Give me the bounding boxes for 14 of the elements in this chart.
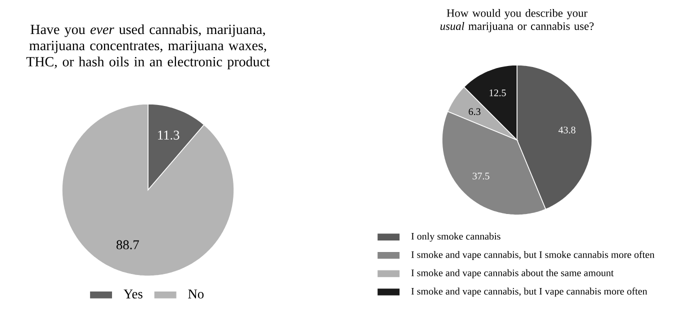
data-label: 6.3 [468,108,480,116]
data-label: 43.8 [558,126,576,134]
data-label: 11.3 [158,130,180,140]
data-label: 37.5 [472,172,490,180]
chart-title: Have you ever used cannabis, marijuana, marijuana concentrates, marijuana waxes, THC, or hash oils in an electronic product [26,24,270,70]
data-label: 88.7 [116,240,139,250]
chart-title: How would you describe your usual marijuana or cannabis use? [440,8,594,32]
legend-label: No [188,290,204,298]
legend-label: I only smoke cannabis [411,232,500,242]
data-label: 12.5 [490,90,506,96]
legend-label: Yes [124,290,142,298]
legend-label: I smoke and vape cannabis about the same amount [411,269,614,278]
legend-label: I smoke and vape cannabis, but I vape cannabis more often [411,288,648,297]
legend-label: I smoke and vape cannabis, but I smoke cannabis more often [411,250,654,260]
